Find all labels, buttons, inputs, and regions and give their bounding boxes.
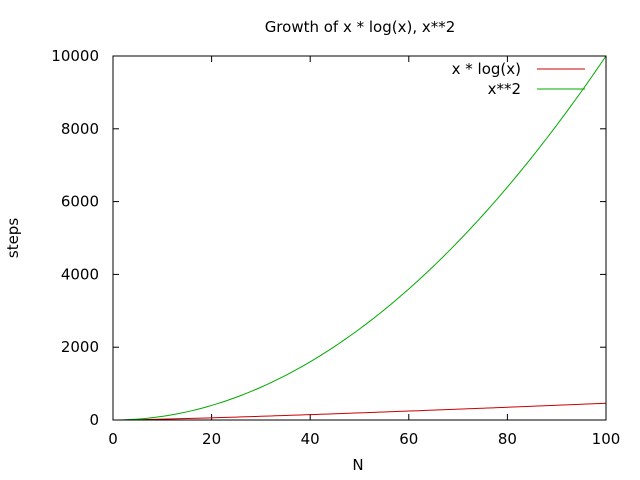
legend-label: x**2 (488, 80, 521, 98)
y-tick-label: 8000 (61, 120, 99, 138)
y-tick-label: 4000 (61, 265, 99, 283)
legend-label: x * log(x) (452, 60, 521, 78)
y-tick-label: 0 (89, 411, 99, 429)
axis-tick-labels: 0 20 40 60 80 100 0 2000 4000 6000 8000 10000 (51, 47, 620, 448)
y-axis-label: steps (4, 218, 22, 258)
series-line-1 (117, 402, 607, 421)
x-tick-label: 40 (301, 430, 320, 448)
plot-frame (112, 55, 607, 421)
series-lines (117, 55, 607, 421)
legend: x * log(x) x**2 (452, 60, 585, 98)
chart-title: Growth of x * log(x), x**2 (265, 18, 456, 36)
series-line-2 (117, 55, 607, 421)
x-tick-label: 100 (592, 430, 621, 448)
y-tick-label: 6000 (61, 193, 99, 211)
x-tick-label: 80 (498, 430, 517, 448)
y-tick-label: 10000 (51, 47, 99, 65)
y-tick-label: 2000 (61, 338, 99, 356)
x-tick-label: 20 (202, 430, 221, 448)
x-tick-label: 60 (399, 430, 418, 448)
axis-ticks (112, 55, 607, 421)
x-axis-label: N (352, 456, 363, 474)
x-tick-label: 0 (108, 430, 118, 448)
